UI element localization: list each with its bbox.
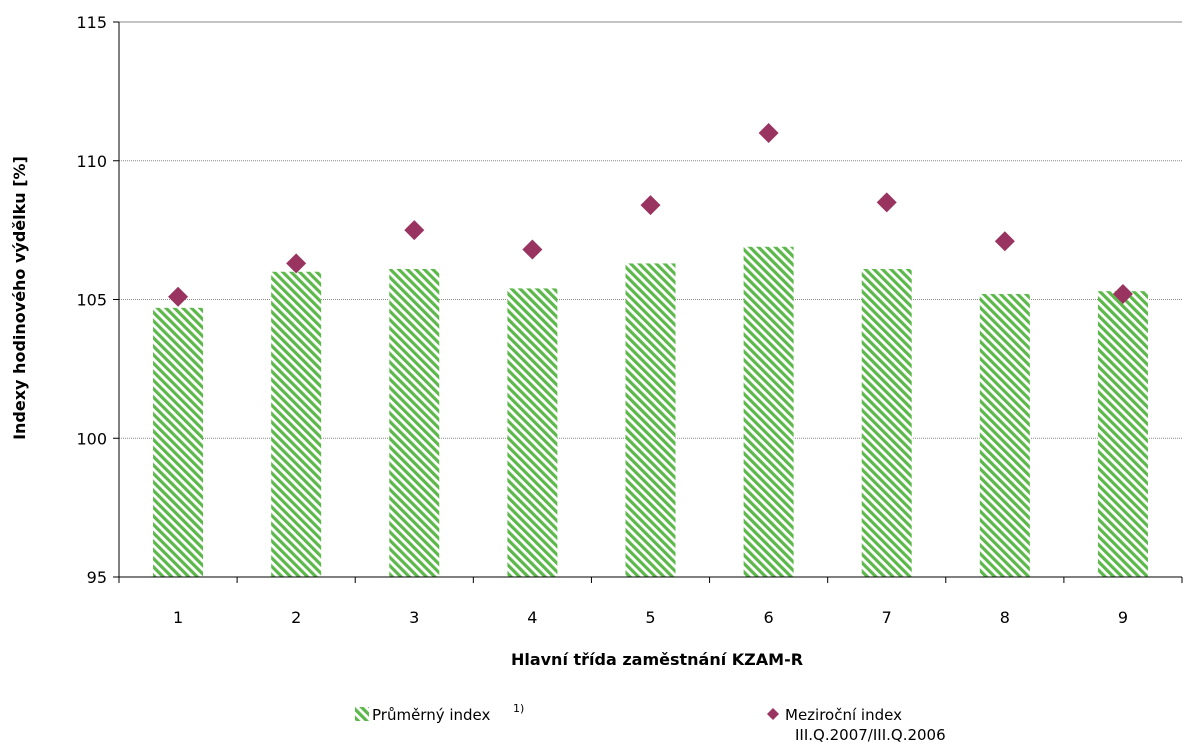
x-tick-label: 3	[409, 608, 419, 627]
diamond-marker	[758, 123, 779, 143]
y-tick-label: 95	[87, 568, 107, 587]
legend: Průměrný index 1) Meziroční index III.Q.…	[355, 702, 946, 744]
diamond-marker	[640, 195, 661, 216]
diamond-marker	[168, 286, 189, 307]
legend-label-markers: Meziroční index	[785, 706, 902, 724]
bar	[743, 246, 794, 577]
x-tick-label: 7	[882, 608, 892, 627]
bar	[861, 268, 912, 577]
x-tick-label: 6	[764, 608, 774, 627]
x-tick-label: 9	[1118, 608, 1128, 627]
diamond-marker	[876, 192, 897, 213]
x-tick-label: 1	[173, 608, 183, 627]
legend-swatch-diamond	[767, 708, 779, 720]
x-axis-title: Hlavní třída zaměstnání KZAM-R	[511, 650, 803, 669]
gridlines	[119, 21, 1182, 439]
y-axis-title: Indexy hodinového výdělku [%]	[10, 156, 29, 440]
bar-series	[153, 246, 1148, 577]
diamond-marker	[286, 253, 307, 274]
x-tick-label: 4	[527, 608, 537, 627]
y-tick-labels: 95 100 105 110 115	[76, 13, 119, 587]
bar	[153, 307, 204, 577]
legend-swatch-bars	[355, 707, 369, 721]
y-tick-label: 105	[76, 291, 107, 310]
diamond-marker	[1112, 283, 1133, 304]
x-tick-label: 2	[291, 608, 301, 627]
y-tick-label: 100	[76, 429, 107, 448]
y-tick-label: 115	[76, 13, 107, 32]
diamond-marker	[994, 231, 1015, 252]
bar	[625, 263, 676, 577]
bar	[1097, 291, 1148, 577]
diamond-marker	[404, 220, 425, 241]
bar	[271, 271, 322, 577]
legend-superscript-bars: 1)	[513, 702, 524, 715]
x-tick-label: 5	[645, 608, 655, 627]
x-tick-label: 8	[1000, 608, 1010, 627]
legend-item-markers: Meziroční index III.Q.2007/III.Q.2006	[767, 706, 946, 744]
bar	[389, 268, 440, 577]
x-tick-labels: 1 2 3 4 5 6 7 8 9	[118, 577, 1183, 627]
diamond-marker	[522, 239, 543, 260]
legend-label-bars: Průměrný index	[372, 706, 491, 724]
bar	[507, 288, 558, 577]
marker-series	[168, 123, 1133, 307]
legend-label-markers-line2: III.Q.2007/III.Q.2006	[795, 726, 946, 744]
bar	[979, 293, 1030, 577]
legend-item-bars: Průměrný index 1)	[355, 702, 524, 724]
y-tick-label: 110	[76, 152, 107, 171]
